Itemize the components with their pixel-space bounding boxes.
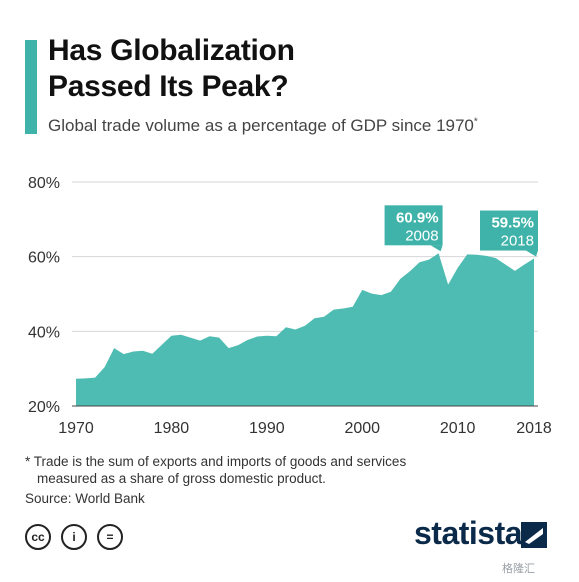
x-tick-label: 2000 xyxy=(344,420,380,437)
cc-icon[interactable]: cc xyxy=(25,524,51,550)
x-tick-label: 1970 xyxy=(58,420,94,437)
watermark: 格隆汇 xyxy=(502,563,535,575)
annotation-year-label: 2008 xyxy=(405,227,438,244)
y-tick-label: 40% xyxy=(28,324,60,341)
y-tick-label: 20% xyxy=(28,399,60,416)
title-line-2: Passed Its Peak? xyxy=(48,70,289,103)
annotation-value-label: 59.5% xyxy=(491,215,534,232)
footnote-line-2: measured as a share of gross domestic pr… xyxy=(37,471,326,486)
no-derivatives-icon[interactable]: = xyxy=(97,524,123,550)
annotation-value-label: 60.9% xyxy=(396,209,439,226)
footnote-line-1: * Trade is the sum of exports and import… xyxy=(25,454,407,469)
x-tick-label: 1980 xyxy=(154,420,190,437)
x-tick-label: 2018 xyxy=(516,420,552,437)
annotation-pointer xyxy=(430,245,443,252)
x-tick-label: 2010 xyxy=(440,420,476,437)
y-tick-label: 80% xyxy=(28,175,60,192)
chart-title: Has Globalization Passed Its Peak? xyxy=(48,33,488,105)
annotation-year-label: 2018 xyxy=(501,233,534,250)
footnote: * Trade is the sum of exports and import… xyxy=(25,453,545,487)
y-tick-label: 60% xyxy=(28,250,60,267)
statista-logo[interactable]: statista xyxy=(414,515,523,551)
attribution-icon[interactable]: i xyxy=(61,524,87,550)
source-label: Source: World Bank xyxy=(25,491,145,506)
x-tick-label: 1990 xyxy=(249,420,285,437)
subtitle-footnote-mark: * xyxy=(473,116,478,128)
annotation-box xyxy=(384,205,443,246)
statista-logo-icon xyxy=(521,522,547,548)
title-line-1: Has Globalization xyxy=(48,34,295,67)
annotation-pointer xyxy=(526,250,538,257)
title-accent-bar xyxy=(25,40,37,134)
subtitle-text: Global trade volume as a percentage of G… xyxy=(48,116,474,135)
chart-subtitle: Global trade volume as a percentage of G… xyxy=(48,116,568,136)
area-series xyxy=(76,253,534,406)
annotation-box xyxy=(480,210,538,251)
